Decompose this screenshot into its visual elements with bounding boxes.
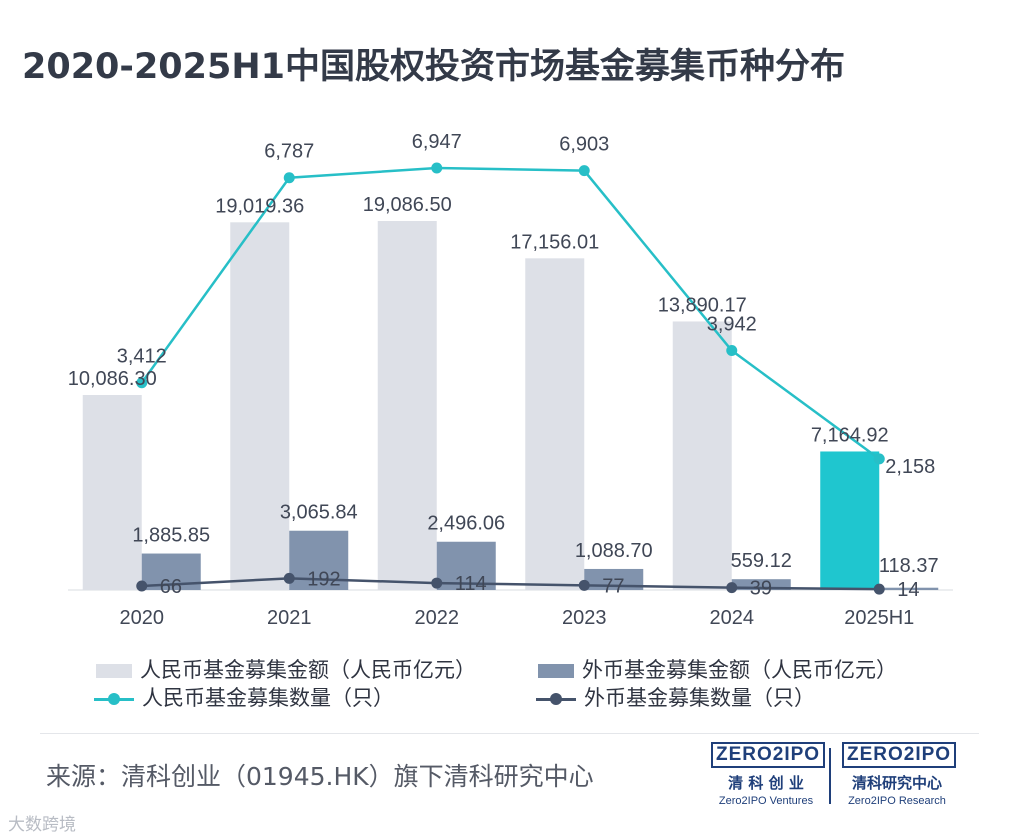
legend-swatch-fx-bar	[538, 664, 574, 678]
legend-label-fx-count: 外币基金募集数量（只）	[584, 686, 815, 710]
label-fx-count-2023: 77	[602, 575, 624, 597]
rmb-count-point-2023	[578, 165, 590, 177]
label-rmb-count-2023: 6,903	[559, 134, 609, 156]
x-tick-2023: 2023	[562, 607, 607, 629]
fx-count-point-2024	[726, 582, 738, 594]
label-rmb-amount-2022: 19,086.50	[363, 194, 452, 216]
bar-fx-amount-2024	[731, 579, 791, 590]
legend-swatch-fx-line	[536, 692, 576, 706]
bar-rmb-amount-2023	[525, 258, 585, 590]
rmb-count-point-2022	[431, 162, 443, 174]
label-fx-amount-2021: 3,065.84	[280, 502, 358, 524]
label-fx-count-2021: 192	[307, 568, 340, 590]
label-fx-count-2022: 114	[455, 573, 487, 595]
x-tick-2022: 2022	[415, 607, 460, 629]
legend-fx-amount: 外币基金募集金额（人民币亿元）	[538, 654, 897, 684]
legend-label-fx-amount: 外币基金募集金额（人民币亿元）	[582, 658, 897, 682]
x-tick-2020: 2020	[120, 607, 165, 629]
fx-count-point-2022	[431, 577, 443, 589]
fx-count-point-2025H1	[873, 583, 885, 595]
bar-rmb-amount-2022	[377, 221, 437, 590]
label-rmb-count-2021: 6,787	[264, 141, 314, 163]
logo-separator	[829, 748, 831, 804]
label-fx-amount-2024: 559.12	[731, 550, 792, 572]
logo-ventures-cn: 清 科 创 业	[728, 774, 804, 792]
rmb-count-point-2020	[136, 377, 148, 389]
label-rmb-count-2022: 6,947	[412, 131, 462, 153]
logo-zero2ipo-ventures: ZERO2IPO 清 科 创 业 Zero2IPO Ventures	[711, 742, 826, 807]
fx-count-point-2021	[283, 572, 295, 584]
bar-rmb-amount-2025H1	[820, 451, 880, 590]
legend-swatch-rmb-bar	[96, 664, 132, 678]
logo-ventures-mark: ZERO2IPO	[711, 742, 826, 768]
fx-count-line	[141, 577, 880, 591]
chart-title: 2020-2025H1中国股权投资市场基金募集币种分布	[22, 47, 845, 87]
rmb-count-point-2024	[726, 345, 738, 357]
legend-label-rmb-count: 人民币基金募集数量（只）	[142, 686, 394, 710]
legend-label-rmb-amount: 人民币基金募集金额（人民币亿元）	[140, 658, 476, 682]
bar-rmb-amount-2024	[672, 321, 732, 590]
label-rmb-count-2020: 3,412	[117, 346, 167, 368]
legend-fx-count: 外币基金募集数量（只）	[536, 682, 815, 712]
label-rmb-count-2025H1: 2,158	[885, 456, 935, 478]
logo-ventures-en: Zero2IPO Ventures	[718, 795, 814, 807]
label-fx-amount-2020: 1,885.85	[132, 525, 210, 547]
logo-research-en: Zero2IPO Research	[848, 795, 946, 807]
rmb-count-line	[140, 166, 880, 460]
source-note: 来源：清科创业（01945.HK）旗下清科研究中心	[46, 762, 594, 791]
legend-rmb-count: 人民币基金募集数量（只）	[94, 682, 394, 712]
label-fx-amount-2025H1: 118.37	[879, 555, 939, 577]
label-fx-count-2024: 39	[750, 578, 772, 600]
label-rmb-amount-2021: 19,019.36	[215, 195, 304, 217]
label-fx-count-2025H1: 14	[897, 579, 919, 601]
legend-swatch-rmb-line	[94, 692, 134, 706]
label-rmb-amount-2020: 10,086.30	[68, 368, 157, 390]
legend-rmb-amount: 人民币基金募集金额（人民币亿元）	[96, 654, 476, 684]
label-rmb-count-2024: 3,942	[707, 314, 757, 336]
bar-fx-amount-2022	[436, 541, 496, 590]
bar-fx-amount-2025H1	[879, 587, 939, 590]
label-fx-amount-2023: 1,088.70	[575, 540, 653, 562]
label-rmb-amount-2024: 13,890.17	[658, 294, 747, 316]
rmb-count-point-2025H1	[873, 453, 885, 465]
label-fx-amount-2022: 2,496.06	[427, 513, 505, 535]
x-tick-2024: 2024	[710, 607, 755, 629]
label-fx-count-2020: 66	[160, 576, 182, 598]
logo-research-cn: 清科研究中心	[851, 774, 942, 792]
rmb-count-point-2021	[283, 172, 295, 184]
label-rmb-amount-2023: 17,156.01	[510, 231, 599, 253]
fx-count-point-2020	[136, 580, 148, 592]
divider	[40, 733, 979, 734]
x-tick-2025H1: 2025H1	[844, 607, 914, 629]
chart-area: 10,086.30 19,019.36 19,086.50 17,156.01 13,8…	[68, 131, 953, 629]
fx-count-point-2023	[578, 579, 590, 591]
logo-research-mark: ZERO2IPO	[842, 742, 957, 768]
x-tick-2021: 2021	[267, 607, 312, 629]
bar-rmb-amount-2020	[82, 395, 142, 590]
label-rmb-amount-2025H1: 7,164.92	[811, 424, 889, 446]
bar-rmb-amount-2021	[230, 222, 290, 590]
logo-zero2ipo-research: ZERO2IPO 清科研究中心 Zero2IPO Research	[842, 742, 957, 807]
watermark: 大数跨境	[8, 815, 76, 835]
